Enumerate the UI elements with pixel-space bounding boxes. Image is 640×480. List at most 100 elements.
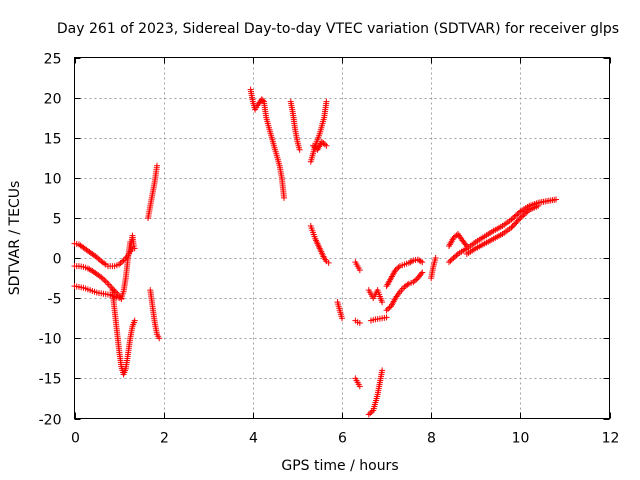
- data-point: [392, 267, 399, 274]
- data-point: [417, 258, 424, 265]
- y-tick-label: 5: [53, 212, 62, 228]
- y-tick-label: -10: [39, 332, 62, 348]
- data-point: [101, 276, 108, 283]
- series-arc-23: [446, 196, 559, 266]
- y-tick-labels: -20 -15 -10 -5 0 5 10 15 20 25: [39, 52, 62, 429]
- data-point: [411, 277, 418, 284]
- series-arc-1: [71, 240, 136, 270]
- series-arc-3: [71, 283, 125, 302]
- data-point: [356, 267, 363, 274]
- series-arc-14: [352, 259, 363, 274]
- data-point: [311, 144, 318, 151]
- series-arc-8: [247, 86, 288, 201]
- data-point: [318, 138, 325, 145]
- series-arc-10: [307, 98, 330, 165]
- data-point: [117, 260, 124, 267]
- data-point: [509, 223, 516, 230]
- series-arc-15: [352, 375, 363, 390]
- data-point: [516, 216, 523, 223]
- data-point: [432, 255, 439, 262]
- series-arc-12: [307, 222, 332, 266]
- data-point: [450, 255, 457, 262]
- series-arc-17: [365, 367, 386, 418]
- y-tick-label: -20: [39, 413, 62, 429]
- data-point: [323, 98, 330, 105]
- data-point: [518, 213, 525, 220]
- data-point: [450, 235, 457, 241]
- data-point: [95, 255, 102, 262]
- y-tick-label: 10: [44, 172, 62, 188]
- data-point: [131, 317, 138, 324]
- data-point: [521, 210, 528, 217]
- data-point: [339, 315, 345, 322]
- data-point: [419, 259, 426, 266]
- data-point: [367, 410, 374, 417]
- data-point: [383, 314, 390, 321]
- data-point: [419, 269, 426, 276]
- data-point: [413, 276, 420, 283]
- data-point: [446, 259, 452, 266]
- data-point: [323, 142, 330, 149]
- data-point: [379, 367, 386, 374]
- data-point: [93, 254, 100, 261]
- data-point: [410, 279, 417, 286]
- data-point: [385, 305, 392, 312]
- data-point: [514, 211, 521, 218]
- data-point: [511, 213, 518, 220]
- series-arc-19: [367, 314, 390, 324]
- data-point: [453, 252, 460, 259]
- data-point: [418, 270, 425, 277]
- x-tick-label: 10: [512, 431, 530, 447]
- x-tick-label: 12: [602, 431, 620, 447]
- data-point: [356, 320, 363, 327]
- data-point: [514, 217, 521, 224]
- data-point: [379, 299, 386, 306]
- data-point: [368, 408, 375, 415]
- data-point: [512, 212, 519, 219]
- y-tick-label: 20: [44, 92, 62, 108]
- data-point: [153, 162, 160, 169]
- series-arc-24: [446, 230, 470, 250]
- data-point: [119, 258, 126, 265]
- x-tick-label: 0: [71, 431, 80, 447]
- data-points: [71, 86, 559, 418]
- y-tick-label: -15: [39, 372, 62, 388]
- y-axis-label: SDTVAR / TECUs: [7, 181, 23, 296]
- series-arc-6: [145, 162, 160, 221]
- series-arc-16: [352, 317, 363, 327]
- data-point: [462, 241, 469, 248]
- series-arc-11: [310, 138, 330, 153]
- data-point: [535, 202, 542, 209]
- data-point: [463, 243, 470, 250]
- data-point: [99, 275, 106, 282]
- data-point: [408, 258, 415, 265]
- data-point: [512, 220, 519, 227]
- data-point: [321, 141, 328, 148]
- data-point: [325, 259, 332, 266]
- x-tick-label: 6: [338, 431, 347, 447]
- data-point: [517, 214, 524, 221]
- y-tick-label: 25: [44, 52, 62, 68]
- data-point: [404, 281, 411, 288]
- data-point: [524, 208, 531, 215]
- chart-title: Day 261 of 2023, Sidereal Day-to-day VTE…: [57, 21, 619, 37]
- data-point: [365, 411, 372, 418]
- x-tick-label: 8: [427, 431, 436, 447]
- data-point: [448, 256, 455, 263]
- data-point: [508, 224, 515, 231]
- data-point: [508, 216, 515, 223]
- data-point: [509, 215, 516, 222]
- data-point: [515, 209, 522, 216]
- data-point: [513, 219, 520, 226]
- series-arc-25: [463, 202, 542, 258]
- data-point: [523, 209, 530, 216]
- data-point: [116, 261, 123, 268]
- data-point: [510, 221, 517, 228]
- series-arc-9: [287, 98, 303, 153]
- y-tick-label: 15: [44, 132, 62, 148]
- data-point: [296, 146, 303, 153]
- data-point: [356, 383, 363, 390]
- data-point: [393, 265, 400, 272]
- series-arc-4: [127, 232, 138, 254]
